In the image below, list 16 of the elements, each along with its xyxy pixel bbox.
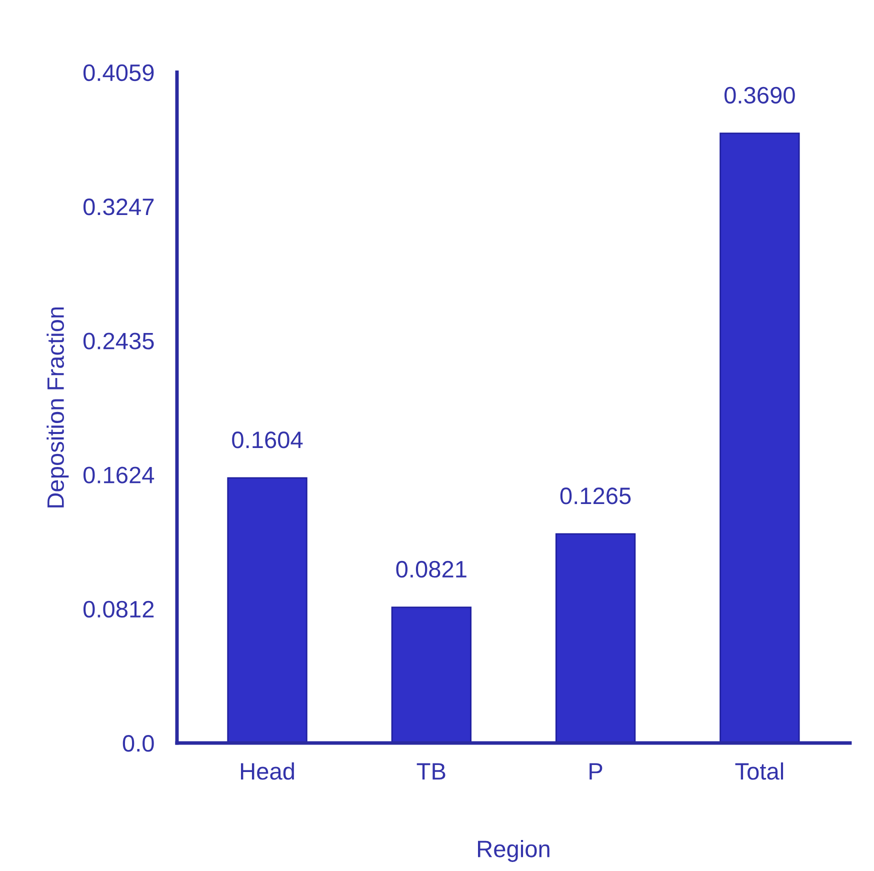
y-tick-label: 0.0 — [122, 735, 154, 752]
y-tick-label: 0.1624 — [83, 466, 154, 484]
x-tick-label: Total — [735, 762, 784, 780]
data-label: 0.3690 — [724, 86, 795, 104]
data-label: 0.1604 — [232, 432, 303, 448]
x-tick-label: TB — [416, 763, 446, 780]
data-label: 0.1265 — [560, 488, 631, 504]
x-axis-title: Region — [478, 840, 550, 862]
y-axis-title: Deposition Fraction — [46, 307, 69, 508]
y-tick-label: 0.2435 — [83, 332, 154, 350]
y-tick-label: 0.0812 — [83, 600, 154, 618]
data-label: 0.0821 — [396, 560, 466, 578]
y-tick-label: 0.3247 — [83, 198, 154, 216]
y-tick-label: 0.4059 — [83, 64, 154, 82]
x-tick-label: P — [590, 763, 602, 780]
x-tick-label: Head — [240, 762, 294, 780]
